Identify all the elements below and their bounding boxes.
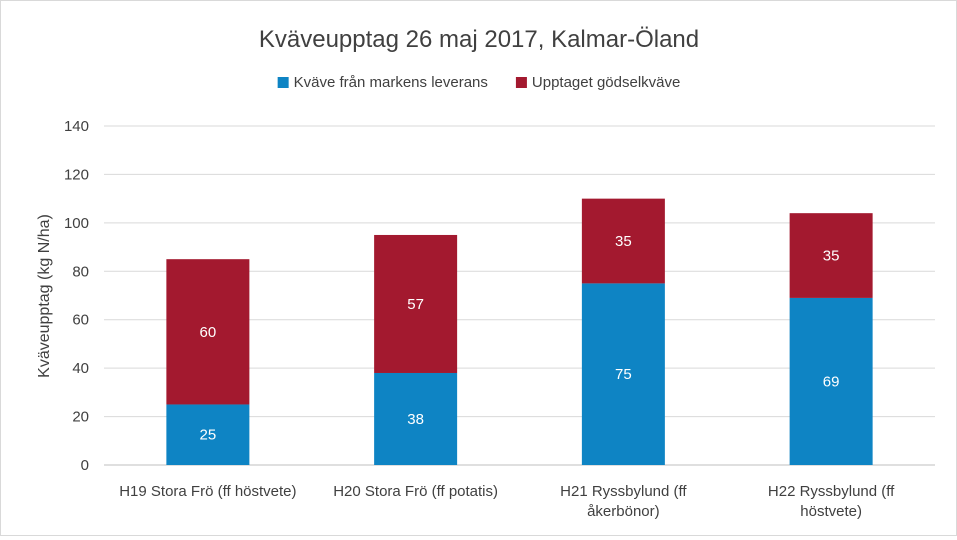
y-axis-label: Kväveupptag (kg N/ha) [36,214,53,378]
y-tick-label: 120 [64,166,89,183]
data-label: 35 [615,233,632,250]
x-category-label: H21 Ryssbylund (ff åkerbönor) [560,483,687,520]
data-labels: 25 60 38 57 75 35 69 35 [200,233,840,444]
y-tick-label: 0 [81,457,89,474]
legend: Kväve från markens leverans Upptaget göds… [277,74,680,91]
chart-title: Kväveupptag 26 maj 2017, Kalmar-Öland [259,26,699,53]
legend-item: Upptaget gödselkväve [515,74,680,91]
bar-segment [166,404,250,465]
x-axis-categories: H19 Stora Frö (ff höstvete) H20 Stora Frö… [119,483,895,520]
data-label: 60 [200,324,217,341]
data-label: 35 [823,248,840,265]
data-label: 25 [200,427,217,444]
legend-label: Kväve från markens leverans [294,74,488,91]
bar-segment [581,283,665,465]
legend-swatch [277,77,289,88]
y-tick-label: 80 [72,263,89,280]
data-label: 57 [407,296,424,313]
bar-segment [166,259,250,405]
y-tick-label: 60 [72,312,89,329]
bar-segment [789,297,873,465]
legend-item: Kväve från markens leverans [277,74,488,91]
legend-swatch [515,77,527,88]
y-tick-label: 100 [64,215,89,232]
x-category-label: H22 Ryssbylund (ff höstvete) [768,483,895,520]
y-tick-label: 20 [72,409,89,426]
bar-segment [789,213,873,298]
bar-segment [581,198,665,284]
data-label: 75 [615,366,632,383]
data-label: 38 [407,411,424,428]
bar-segment [374,234,458,373]
bars [166,198,873,465]
legend-label: Upptaget gödselkväve [532,74,680,91]
x-category-label: H19 Stora Frö (ff höstvete) [119,483,296,500]
x-category-label: H20 Stora Frö (ff potatis) [333,483,498,500]
y-tick-label: 40 [72,360,89,377]
y-tick-label: 140 [64,118,89,135]
y-axis-ticks: 0 20 40 60 80 100 120 140 [64,118,89,474]
data-label: 69 [823,373,840,390]
bar-segment [374,372,458,465]
